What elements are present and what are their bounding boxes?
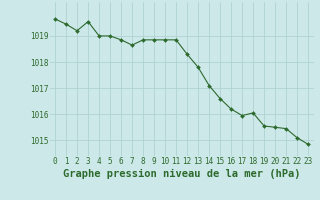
X-axis label: Graphe pression niveau de la mer (hPa): Graphe pression niveau de la mer (hPa) (63, 169, 300, 179)
